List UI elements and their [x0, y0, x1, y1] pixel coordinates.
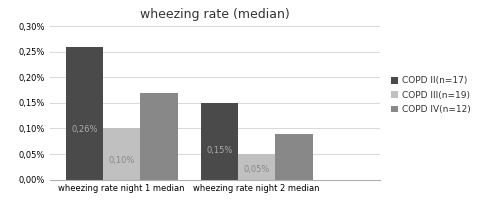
Bar: [140, 93, 177, 180]
Legend: COPD II(n=17), COPD III(n=19), COPD IV(n=12): COPD II(n=17), COPD III(n=19), COPD IV(n…: [391, 76, 470, 114]
Bar: [200, 103, 238, 180]
Text: 0,05%: 0,05%: [244, 165, 270, 174]
Bar: [276, 134, 312, 180]
Title: wheezing rate (median): wheezing rate (median): [140, 8, 290, 21]
Text: 0,17%: 0,17%: [146, 142, 172, 151]
Bar: [238, 154, 276, 180]
Text: 0,09%: 0,09%: [280, 158, 307, 167]
Bar: [103, 129, 141, 180]
Text: 0,15%: 0,15%: [206, 146, 233, 155]
Bar: [66, 47, 103, 180]
Text: 0,26%: 0,26%: [71, 125, 98, 134]
Text: 0,10%: 0,10%: [108, 156, 135, 165]
